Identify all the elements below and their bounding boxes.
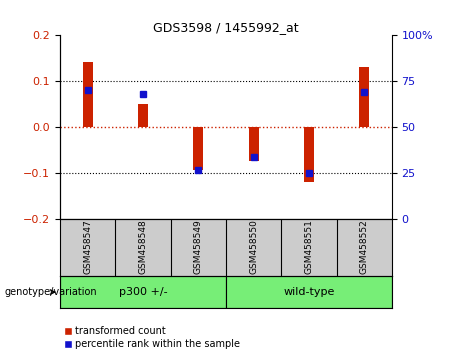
- Bar: [248, 127, 259, 161]
- Text: genotype/variation: genotype/variation: [5, 287, 97, 297]
- Text: GSM458547: GSM458547: [83, 219, 92, 274]
- Text: GSM458551: GSM458551: [304, 219, 313, 274]
- Bar: [304, 127, 314, 182]
- Bar: [60, 276, 226, 308]
- Bar: [226, 276, 392, 308]
- Text: p300 +/-: p300 +/-: [118, 287, 167, 297]
- Bar: [83, 62, 93, 127]
- Bar: [138, 103, 148, 127]
- Bar: [193, 127, 203, 170]
- Text: GSM458549: GSM458549: [194, 219, 203, 274]
- Bar: [359, 67, 369, 127]
- Text: GSM458550: GSM458550: [249, 219, 258, 274]
- Text: GSM458552: GSM458552: [360, 219, 369, 274]
- Text: GSM458548: GSM458548: [138, 219, 148, 274]
- Legend: transformed count, percentile rank within the sample: transformed count, percentile rank withi…: [65, 326, 240, 349]
- Text: wild-type: wild-type: [283, 287, 335, 297]
- Title: GDS3598 / 1455992_at: GDS3598 / 1455992_at: [153, 21, 299, 34]
